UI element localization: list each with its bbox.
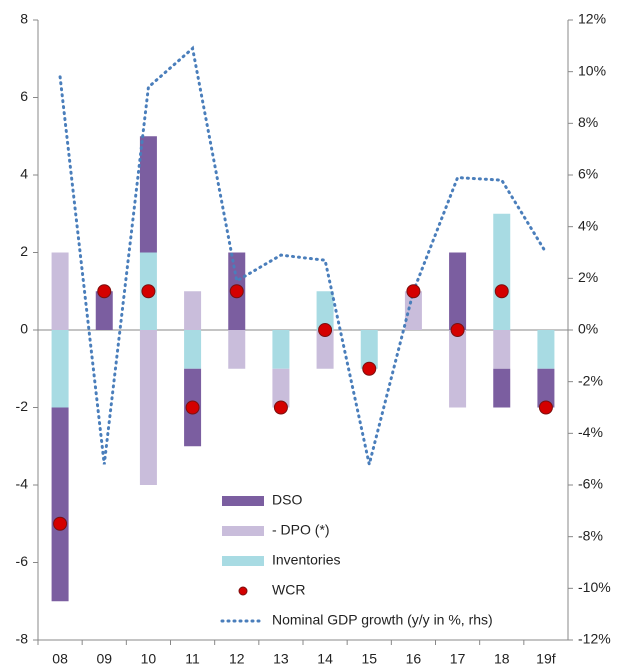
- y-tick-label: 8: [20, 11, 28, 27]
- bar: [449, 252, 467, 330]
- point: [53, 516, 68, 531]
- x-tick-label: 19f: [536, 651, 556, 667]
- legend-label: WCR: [272, 582, 305, 598]
- y2-tick-label: 2%: [578, 269, 598, 285]
- legend-label: DSO: [272, 492, 302, 508]
- point: [273, 400, 288, 415]
- point: [494, 284, 509, 299]
- y-tick-label: -8: [16, 631, 29, 647]
- bar: [493, 330, 511, 369]
- point: [185, 400, 200, 415]
- bar: [360, 330, 378, 369]
- line: [58, 45, 548, 465]
- legend-label: Nominal GDP growth (y/y in %, rhs): [272, 612, 493, 628]
- point: [318, 323, 333, 337]
- x-tick-label: 18: [494, 651, 510, 667]
- y-tick-label: 2: [20, 243, 28, 259]
- y2-tick-label: 8%: [578, 114, 598, 130]
- x-tick-label: 17: [450, 651, 466, 667]
- bar: [316, 291, 334, 330]
- bar: [184, 291, 202, 330]
- bar: [272, 368, 290, 408]
- x-tick-label: 15: [361, 651, 377, 667]
- bar: [537, 330, 555, 369]
- point: [406, 284, 421, 299]
- bar: [449, 330, 467, 408]
- point: [229, 284, 244, 299]
- y-tick-label: -2: [16, 398, 29, 414]
- point: [538, 400, 553, 415]
- x-tick-label: 10: [141, 651, 157, 667]
- legend-swatch: [222, 496, 264, 506]
- y-tick-label: 6: [20, 88, 28, 104]
- y-tick-label: 0: [20, 321, 28, 337]
- y2-tick-label: -2%: [578, 372, 603, 388]
- y-tick-label: 4: [20, 166, 28, 182]
- x-tick-label: 08: [52, 651, 68, 667]
- bar: [272, 330, 290, 369]
- y-tick-label: -6: [16, 553, 29, 569]
- point: [97, 284, 112, 299]
- legend-label: Inventories: [272, 552, 340, 568]
- y2-tick-label: -6%: [578, 476, 603, 492]
- legend-swatch: [222, 526, 264, 536]
- bar: [316, 330, 334, 369]
- y2-tick-label: 12%: [578, 11, 606, 27]
- bar: [537, 368, 555, 408]
- x-tick-label: 11: [185, 651, 200, 667]
- x-tick-label: 13: [273, 651, 289, 667]
- y2-tick-label: -8%: [578, 527, 603, 543]
- bar: [493, 368, 511, 408]
- bar: [139, 330, 157, 485]
- bar: [95, 291, 113, 330]
- y2-tick-label: -12%: [578, 631, 611, 647]
- bar: [493, 213, 511, 330]
- bar: [51, 252, 69, 330]
- y2-tick-label: 4%: [578, 217, 598, 233]
- bar: [51, 407, 69, 602]
- bar: [184, 330, 202, 369]
- point: [450, 323, 465, 337]
- legend-swatch: [238, 586, 248, 596]
- y2-tick-label: 10%: [578, 62, 606, 78]
- point: [362, 361, 377, 376]
- bar: [139, 136, 157, 253]
- y2-tick-label: -4%: [578, 424, 603, 440]
- y2-tick-label: -10%: [578, 579, 611, 595]
- x-tick-label: 16: [406, 651, 422, 667]
- legend-label: - DPO (*): [272, 522, 330, 538]
- legend-swatch: [222, 556, 264, 566]
- y-tick-label: -4: [16, 476, 29, 492]
- point: [141, 284, 156, 299]
- bar: [404, 291, 422, 330]
- x-tick-label: 14: [317, 651, 333, 667]
- x-tick-label: 09: [96, 651, 112, 667]
- y2-tick-label: 0%: [578, 321, 598, 337]
- y2-tick-label: 6%: [578, 166, 598, 182]
- bar: [51, 330, 69, 408]
- bar: [228, 330, 246, 369]
- x-tick-label: 12: [229, 651, 245, 667]
